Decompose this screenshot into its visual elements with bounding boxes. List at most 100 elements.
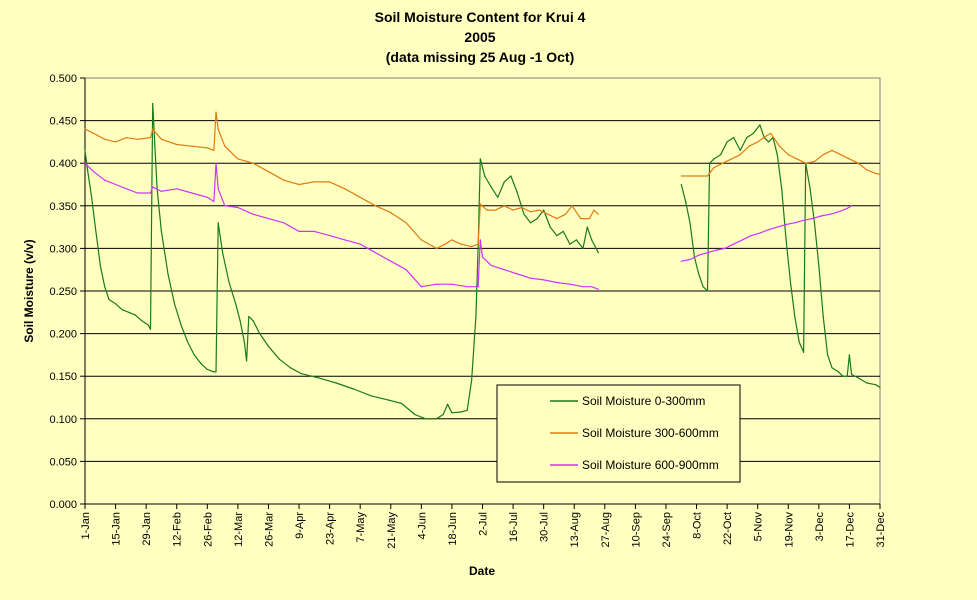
data-point bbox=[837, 371, 840, 373]
data-point bbox=[313, 181, 315, 183]
data-point bbox=[442, 413, 444, 416]
data-point bbox=[84, 162, 86, 164]
data-point bbox=[451, 283, 453, 285]
data-point bbox=[543, 279, 545, 281]
data-point bbox=[86, 166, 88, 169]
data-point bbox=[748, 145, 750, 147]
data-point bbox=[479, 158, 481, 160]
x-tick-label: 10-Sep bbox=[630, 512, 642, 547]
data-point bbox=[224, 205, 226, 207]
legend-label-2: Soil Moisture 600-900mm bbox=[582, 458, 719, 472]
data-point bbox=[789, 281, 792, 284]
data-point bbox=[149, 328, 152, 330]
data-point bbox=[213, 149, 215, 151]
data-point bbox=[768, 229, 770, 231]
data-point bbox=[481, 256, 484, 258]
legend: Soil Moisture 0-300mm Soil Moisture 300-… bbox=[496, 384, 741, 483]
data-point bbox=[724, 247, 726, 249]
chart-title-line-1: Soil Moisture Content for Krui 4 bbox=[375, 9, 586, 25]
data-point bbox=[556, 281, 558, 284]
data-point bbox=[252, 320, 254, 322]
data-point bbox=[147, 324, 149, 326]
data-point bbox=[851, 205, 853, 207]
data-point bbox=[191, 192, 193, 194]
x-tick-label: 1-Jan bbox=[80, 512, 92, 540]
x-tick-label: 18-Jun bbox=[447, 512, 459, 546]
data-point bbox=[811, 218, 813, 220]
data-point bbox=[152, 186, 154, 188]
data-point bbox=[722, 162, 724, 164]
x-tick-label: 17-Dec bbox=[844, 512, 856, 548]
data-point bbox=[252, 213, 254, 215]
data-point bbox=[831, 367, 833, 369]
data-point bbox=[215, 162, 217, 164]
data-point bbox=[796, 158, 798, 160]
data-point bbox=[730, 158, 733, 160]
data-point bbox=[543, 209, 545, 211]
data-point bbox=[298, 230, 300, 232]
x-tick-label: 2-Jul bbox=[478, 512, 490, 536]
data-point bbox=[217, 222, 219, 224]
data-point bbox=[108, 298, 110, 301]
x-tick-label: 12-Feb bbox=[172, 512, 184, 547]
data-point bbox=[813, 222, 816, 224]
data-point bbox=[848, 354, 851, 356]
data-point bbox=[562, 230, 564, 232]
x-tick-label: 9-Apr bbox=[294, 512, 306, 539]
data-point bbox=[154, 145, 156, 147]
data-point bbox=[739, 149, 741, 151]
data-point bbox=[115, 303, 117, 305]
data-point bbox=[846, 207, 848, 209]
data-point bbox=[759, 124, 761, 126]
data-point bbox=[851, 373, 853, 376]
data-point bbox=[213, 200, 215, 203]
data-point bbox=[390, 260, 392, 262]
data-point bbox=[759, 232, 761, 234]
data-point bbox=[193, 354, 195, 356]
x-tick-label: 8-Oct bbox=[692, 512, 704, 539]
data-point bbox=[680, 260, 682, 262]
data-point bbox=[837, 211, 840, 213]
data-point bbox=[267, 171, 270, 173]
series-2 bbox=[84, 162, 853, 290]
data-point bbox=[447, 403, 449, 405]
data-point bbox=[134, 314, 136, 316]
data-point bbox=[259, 333, 261, 335]
data-point bbox=[495, 209, 497, 211]
data-point bbox=[149, 137, 152, 139]
data-point bbox=[593, 209, 595, 211]
data-point bbox=[93, 132, 95, 134]
data-point bbox=[420, 286, 422, 288]
data-point bbox=[160, 230, 162, 232]
series-lines bbox=[84, 102, 881, 420]
x-tick-label: 4-Jun bbox=[416, 512, 428, 540]
data-point bbox=[588, 218, 591, 220]
data-point bbox=[503, 205, 505, 207]
data-point bbox=[739, 154, 741, 156]
data-point bbox=[857, 377, 859, 379]
data-point bbox=[243, 341, 245, 343]
data-point bbox=[479, 203, 481, 205]
data-point bbox=[206, 147, 208, 149]
x-tick-label: 7-May bbox=[355, 512, 367, 543]
data-point bbox=[591, 239, 593, 241]
data-point bbox=[248, 316, 250, 318]
series-0 bbox=[84, 102, 881, 420]
data-point bbox=[866, 382, 868, 384]
y-tick-label: 0.450 bbox=[49, 116, 77, 128]
x-tick-label: 27-Aug bbox=[600, 512, 612, 547]
data-point bbox=[173, 303, 176, 305]
data-point bbox=[698, 273, 700, 275]
y-tick-label: 0.500 bbox=[49, 73, 77, 85]
series-0-segment-0 bbox=[84, 102, 599, 420]
data-point bbox=[370, 395, 372, 397]
data-point bbox=[283, 179, 285, 181]
data-point bbox=[475, 316, 477, 318]
data-point bbox=[115, 141, 117, 143]
data-point bbox=[597, 288, 599, 290]
data-point bbox=[556, 218, 558, 220]
data-point bbox=[121, 309, 123, 311]
x-axis-title: Date bbox=[469, 564, 495, 578]
x-tick-label: 26-Mar bbox=[263, 512, 275, 547]
data-point bbox=[512, 209, 514, 211]
